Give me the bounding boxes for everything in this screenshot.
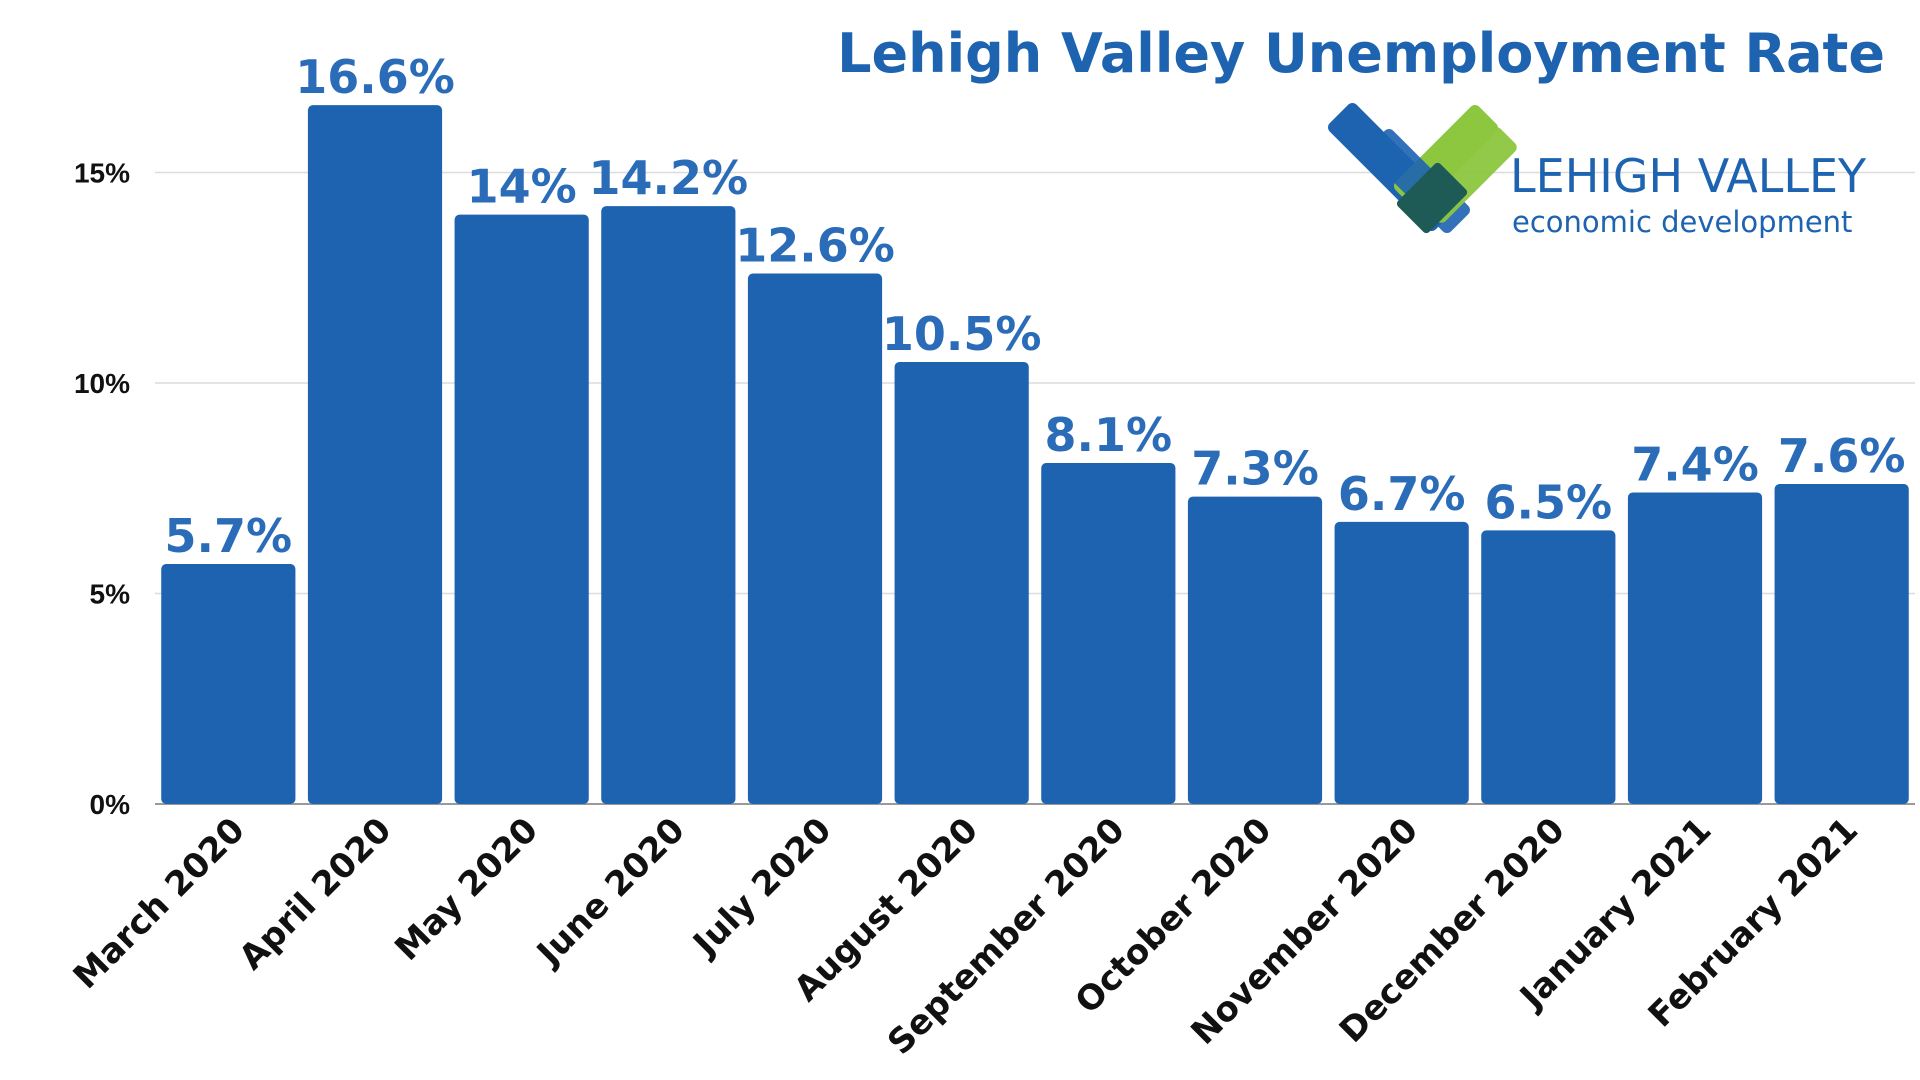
x-tick-label: May 2020 [387,810,546,969]
bar [1481,530,1616,804]
y-axis-ticks: 0% 5% 10% 15% [74,158,130,821]
data-label: 10.5% [882,307,1042,361]
bar [747,273,883,804]
bar [1334,521,1469,804]
bar [1627,492,1763,804]
data-label: 14% [467,160,577,214]
bars [161,105,1909,805]
data-label: 5.7% [165,509,293,563]
x-tick-label: June 2020 [528,810,692,974]
y-tick-label: 0% [90,789,131,820]
bar [307,105,443,804]
bar [1041,462,1176,804]
y-tick-label: 5% [90,579,131,610]
chart-title: Lehigh Valley Unemployment Rate [837,22,1885,85]
y-tick-label: 15% [74,158,130,189]
gridlines [155,171,1915,805]
bar [161,564,296,804]
x-tick-label: July 2020 [684,810,839,965]
logo-mark-icon [1328,103,1517,234]
data-label: 14.2% [589,151,749,205]
bar [601,206,736,804]
data-label: 12.6% [735,219,895,273]
bar [894,361,1029,804]
bar [1774,484,1909,804]
x-tick-label: September 2020 [880,810,1133,1063]
data-label: 7.3% [1191,442,1319,496]
y-tick-label: 10% [74,368,130,399]
logo-sub-text: economic development [1512,205,1852,239]
x-tick-label: March 2020 [66,810,253,997]
data-label: 6.5% [1485,475,1613,529]
data-label: 7.6% [1778,429,1906,483]
logo: LEHIGH VALLEY economic development [1328,103,1867,239]
data-label: 7.4% [1631,437,1759,491]
bar [454,214,589,805]
logo-main-text: LEHIGH VALLEY [1510,149,1867,203]
bar [1187,496,1323,804]
data-label: 6.7% [1338,467,1466,521]
data-labels: 5.7% 16.6% 14% 14.2% 12.6% 10.5%8.1% 7.3% 6.7% 6… [165,50,1906,563]
x-tick-label: April 2020 [232,810,400,978]
data-label: 8.1% [1045,408,1173,462]
data-label: 16.6% [295,50,455,104]
